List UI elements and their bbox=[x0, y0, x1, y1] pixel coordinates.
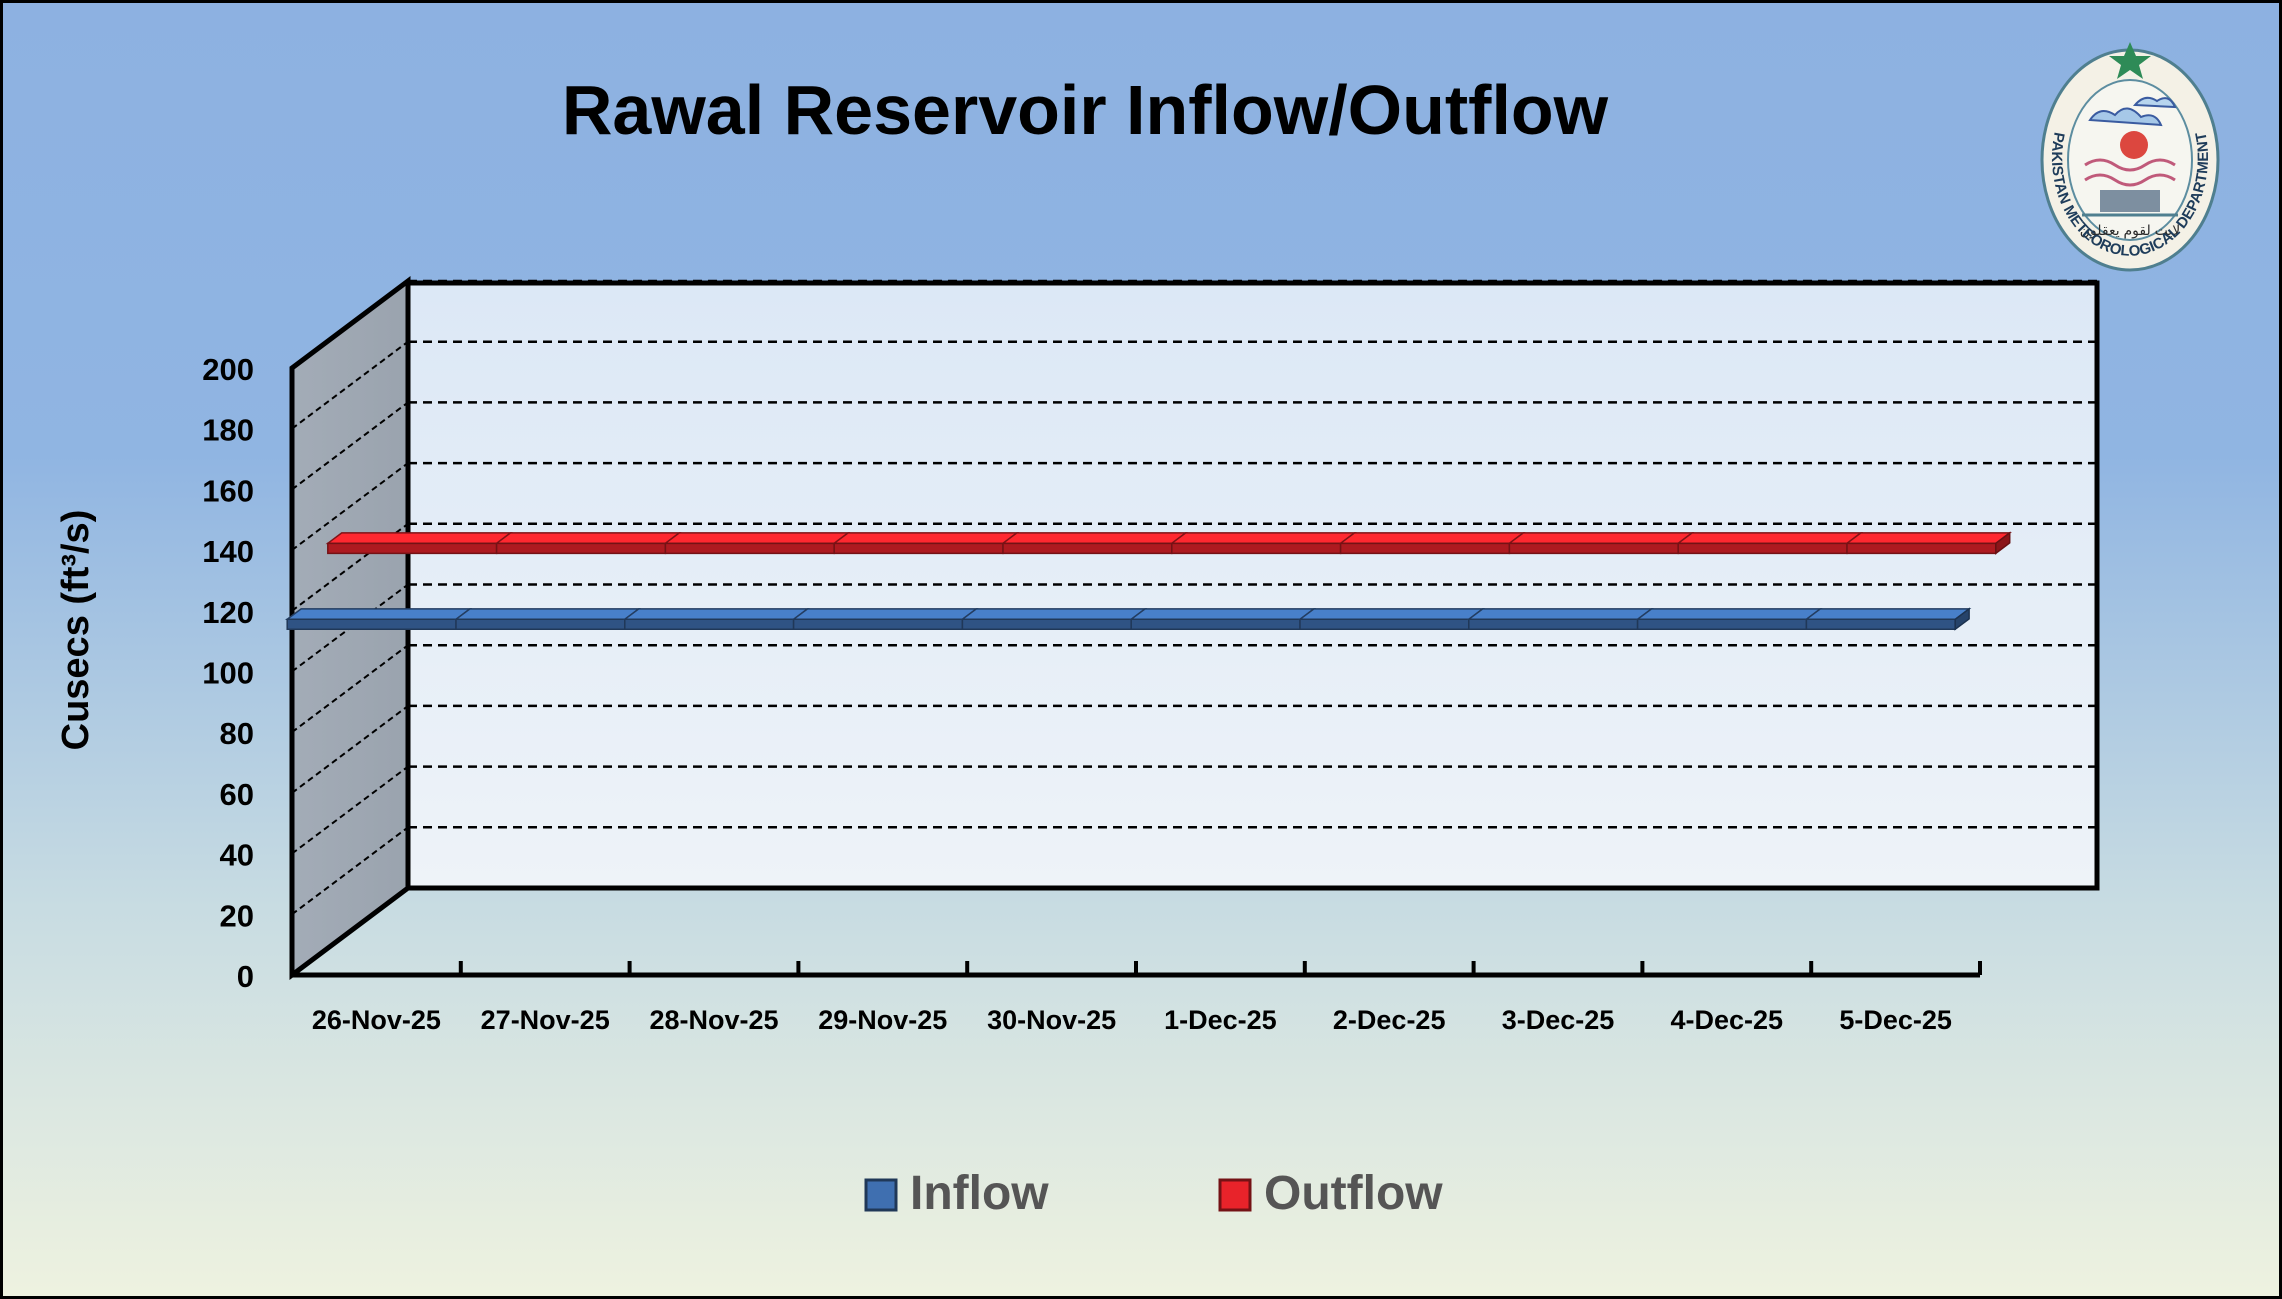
legend-item: Inflow bbox=[864, 1167, 1049, 1220]
series-mark bbox=[327, 542, 498, 555]
x-tick-label: 27-Nov-25 bbox=[481, 1005, 610, 1035]
series-mark bbox=[1846, 542, 1997, 555]
series-mark bbox=[1130, 618, 1301, 631]
series-mark bbox=[455, 618, 626, 631]
series-mark bbox=[1171, 542, 1342, 555]
legend-swatch bbox=[864, 1178, 898, 1212]
series-mark-top bbox=[1128, 608, 1317, 621]
chart-title: Rawal Reservoir Inflow/Outflow bbox=[562, 71, 1609, 149]
series-mark bbox=[1299, 618, 1470, 631]
side-gridline bbox=[291, 705, 409, 794]
series-mark bbox=[1002, 542, 1173, 555]
series-mark-top bbox=[494, 532, 682, 545]
y-tick-label: 200 bbox=[202, 352, 254, 387]
series-mark-top bbox=[1635, 608, 1823, 621]
y-tick-label: 120 bbox=[202, 595, 254, 630]
series-mark bbox=[624, 618, 795, 631]
series-mark-top bbox=[622, 608, 810, 621]
y-tick-label: 140 bbox=[202, 534, 254, 569]
series-mark-top bbox=[1804, 608, 1972, 621]
series-mark bbox=[1468, 618, 1639, 631]
series-mark bbox=[961, 618, 1132, 631]
series-mark bbox=[1636, 618, 1808, 631]
y-tick-label: 40 bbox=[220, 838, 254, 873]
legend-swatch bbox=[1218, 1178, 1252, 1212]
x-tick-label: 29-Nov-25 bbox=[818, 1005, 947, 1035]
pmd-logo: لایت لقوم یعقلون PAKISTAN METEOROLOGICAL… bbox=[2040, 42, 2220, 272]
y-tick-label: 60 bbox=[220, 777, 254, 812]
x-tick-label: 28-Nov-25 bbox=[649, 1005, 778, 1035]
series-mark bbox=[1339, 542, 1511, 555]
series-mark-top bbox=[1507, 532, 1695, 545]
y-tick-label: 0 bbox=[237, 959, 254, 994]
series-mark-top bbox=[960, 608, 1148, 621]
series-mark-top bbox=[453, 608, 641, 621]
side-gridline bbox=[291, 401, 409, 491]
y-axis-label: Cusecs (ft³/s) bbox=[55, 510, 97, 751]
x-tick-label: 4-Dec-25 bbox=[1671, 1005, 1784, 1035]
series-mark-top bbox=[284, 608, 473, 621]
series-mark bbox=[1508, 542, 1679, 555]
y-tick-label: 160 bbox=[202, 473, 254, 508]
series-mark-top bbox=[1169, 532, 1357, 545]
side-gridline bbox=[291, 826, 409, 916]
legend-item: Outflow bbox=[1218, 1167, 1443, 1220]
legend-label: Outflow bbox=[1264, 1167, 1443, 1220]
series-mark-top bbox=[1844, 532, 2012, 545]
series-mark-top bbox=[791, 608, 979, 621]
y-tick-label: 180 bbox=[202, 413, 254, 448]
x-tick-label: 2-Dec-25 bbox=[1333, 1005, 1446, 1035]
series-mark-top bbox=[1466, 608, 1654, 621]
star-icon bbox=[2109, 42, 2151, 79]
series-mark-top bbox=[1000, 532, 1188, 545]
x-tick-label: 3-Dec-25 bbox=[1502, 1005, 1615, 1035]
side-gridline bbox=[291, 644, 409, 734]
series-mark bbox=[792, 618, 964, 631]
series-mark-top bbox=[1338, 532, 1526, 545]
x-tick-label: 5-Dec-25 bbox=[1839, 1005, 1952, 1035]
series-end-cap bbox=[1954, 607, 1970, 631]
series-mark bbox=[833, 542, 1004, 555]
y-tick-label: 20 bbox=[220, 898, 254, 933]
series-mark bbox=[1805, 618, 1956, 631]
x-tick-label: 26-Nov-25 bbox=[312, 1005, 441, 1035]
x-tick-label: 1-Dec-25 bbox=[1164, 1005, 1277, 1035]
series-mark-top bbox=[663, 532, 851, 545]
side-gridline bbox=[291, 340, 409, 430]
side-gridline bbox=[291, 765, 409, 855]
logo-urdu-text: لایت لقوم یعقلون bbox=[2080, 222, 2181, 239]
series-mark bbox=[664, 542, 835, 555]
y-tick-label: 100 bbox=[202, 656, 254, 691]
series-mark-top bbox=[325, 532, 513, 545]
plot-area: 0 20 40 60 80 100 120 140 160 180 200 26-Nov-25 27-N… bbox=[202, 276, 2100, 1035]
series-mark bbox=[1677, 542, 1848, 555]
series-mark-top bbox=[1297, 608, 1485, 621]
series-end-cap bbox=[1995, 531, 2011, 555]
x-tick-label: 30-Nov-25 bbox=[987, 1005, 1116, 1035]
series-mark-top bbox=[831, 532, 1020, 545]
legend: Inflow Outflow bbox=[864, 1167, 1443, 1220]
legend-label: Inflow bbox=[910, 1167, 1049, 1220]
series-mark bbox=[286, 618, 457, 631]
y-tick-label: 80 bbox=[220, 716, 254, 751]
side-gridline bbox=[291, 462, 409, 551]
series-mark-top bbox=[1675, 532, 1864, 545]
series-mark bbox=[495, 542, 667, 555]
